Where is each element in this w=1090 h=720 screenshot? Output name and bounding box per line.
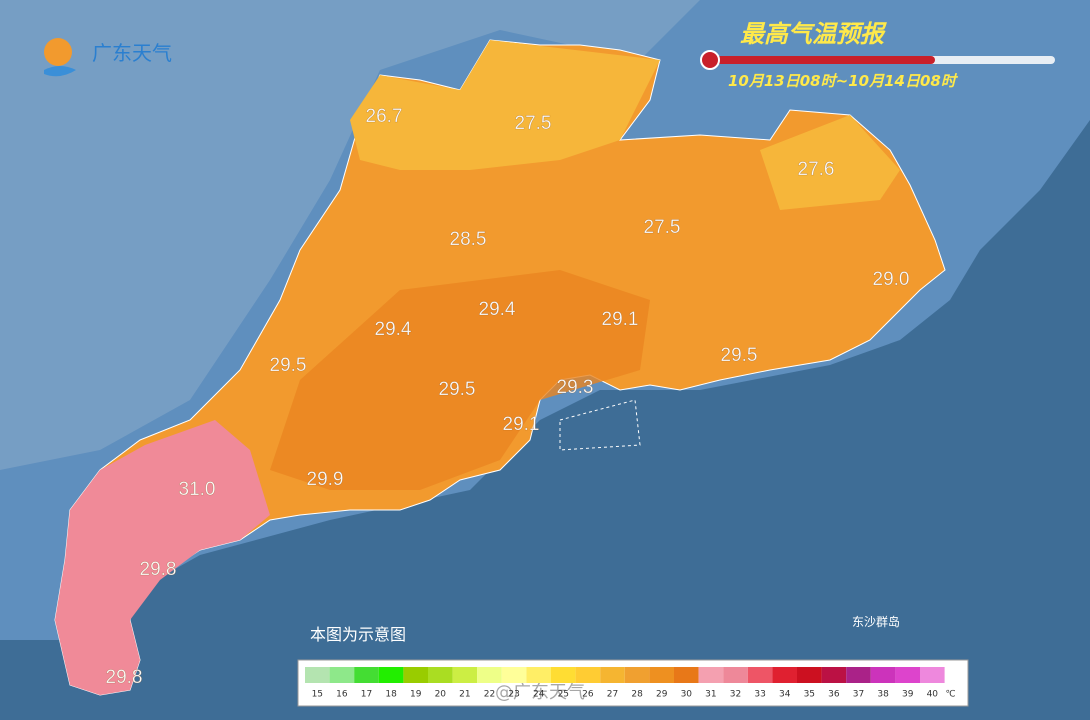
thermo-fill xyxy=(705,56,935,64)
legend-tick: 22 xyxy=(484,690,495,700)
legend-tick: 26 xyxy=(582,690,594,700)
hot-west xyxy=(55,420,270,695)
legend-swatch xyxy=(772,667,797,683)
legend-tick: 15 xyxy=(312,690,323,700)
legend-swatch xyxy=(895,667,920,683)
legend-scale: 15 16 17 18 19 20 21 22 23 24 25 26 27 28 29 30 31 32 33 34… xyxy=(305,667,956,700)
temperature-label: 29.9 xyxy=(307,469,344,490)
legend-tick: 21 xyxy=(459,690,470,700)
temperature-label: 29.5 xyxy=(270,355,307,376)
cooler-east xyxy=(760,115,900,210)
legend-tick: 32 xyxy=(730,690,741,700)
legend-swatch xyxy=(428,667,453,683)
legend-tick: 23 xyxy=(508,690,519,700)
thermo-bulb xyxy=(700,50,720,70)
legend-tick: 39 xyxy=(902,690,914,700)
legend-swatch xyxy=(575,667,601,683)
temperature-label: 26.7 xyxy=(366,106,403,127)
legend-swatch xyxy=(870,667,896,683)
legend-swatch xyxy=(600,667,625,683)
temperature-label: 29.1 xyxy=(602,309,639,330)
temperature-label: 29.8 xyxy=(140,559,177,580)
hongkong-box xyxy=(559,399,641,451)
legend-swatch xyxy=(624,667,650,683)
legend-swatch xyxy=(526,667,551,683)
legend-tick: 27 xyxy=(607,690,618,700)
temperature-label: 31.0 xyxy=(179,479,216,500)
temperature-label: 29.3 xyxy=(557,377,594,398)
legend-tick: 18 xyxy=(385,690,397,700)
note: 本图为示意图 xyxy=(310,625,406,644)
legend-tick: 31 xyxy=(705,690,716,700)
period: 10月13日08时~10月14日08时 xyxy=(728,72,959,90)
legend-swatch xyxy=(797,667,822,683)
temperature-label: 29.1 xyxy=(503,414,540,435)
legend-swatch xyxy=(649,667,674,683)
legend-swatch xyxy=(821,667,847,683)
logo-text: 广东天气 xyxy=(92,41,172,65)
temperature-label: 29.4 xyxy=(479,299,516,320)
legend-swatch xyxy=(846,667,871,683)
legend-swatch xyxy=(329,667,355,683)
temperature-label: 27.5 xyxy=(644,217,681,238)
temperature-label: 29.5 xyxy=(721,345,758,366)
temperature-label: 29.8 xyxy=(106,667,143,688)
legend-swatch xyxy=(378,667,404,683)
legend-tick: 40 xyxy=(927,690,939,700)
legend-tick: 16 xyxy=(336,690,348,700)
legend-swatch xyxy=(698,667,724,683)
legend-swatch xyxy=(920,667,945,683)
legend-swatch xyxy=(723,667,748,683)
watermark: @广东天气 xyxy=(495,682,585,703)
temperature-label: 27.5 xyxy=(515,113,552,134)
warmer-center xyxy=(270,270,650,490)
legend-swatch xyxy=(305,667,330,683)
legend-swatch xyxy=(674,667,699,683)
legend-tick: 19 xyxy=(410,690,422,700)
legend-tick: 38 xyxy=(877,690,889,700)
legend-tick: 28 xyxy=(631,690,643,700)
legend-swatch xyxy=(403,667,428,683)
legend-swatch xyxy=(452,667,478,683)
title: 最高气温预报 xyxy=(740,20,887,48)
cooler-north xyxy=(350,40,660,170)
legend-tick: 36 xyxy=(828,690,840,700)
mountains xyxy=(0,0,700,470)
legend-tick: 33 xyxy=(754,690,765,700)
legend-tick: 20 xyxy=(435,690,447,700)
legend-unit: ℃ xyxy=(946,690,956,700)
legend-tick: 25 xyxy=(558,690,569,700)
legend-swatch xyxy=(501,667,527,683)
legend-tick: 17 xyxy=(361,690,372,700)
legend-swatch xyxy=(551,667,576,683)
legend-tick: 37 xyxy=(853,690,864,700)
legend-tick: 30 xyxy=(681,690,693,700)
temperature-label: 28.5 xyxy=(450,229,487,250)
legend-swatch xyxy=(747,667,773,683)
legend-tick: 34 xyxy=(779,690,791,700)
legend-tick: 29 xyxy=(656,690,668,700)
legend-swatch xyxy=(477,667,502,683)
legend-tick: 24 xyxy=(533,690,545,700)
legend-swatch xyxy=(354,667,379,683)
temperature-label: 29.0 xyxy=(873,269,910,290)
temperature-labels: 26.7 27.5 27.6 28.5 27.5 29.0 29.4 29.4 29.1 29.5… xyxy=(105,106,910,689)
temperature-label: 27.6 xyxy=(798,159,835,180)
island-label: 东沙群岛 xyxy=(852,614,900,629)
logo-icon xyxy=(44,38,72,66)
temperature-label: 29.5 xyxy=(439,379,476,400)
legend-tick: 35 xyxy=(804,690,815,700)
logo-wave xyxy=(44,66,76,77)
temperature-label: 29.4 xyxy=(375,319,412,340)
